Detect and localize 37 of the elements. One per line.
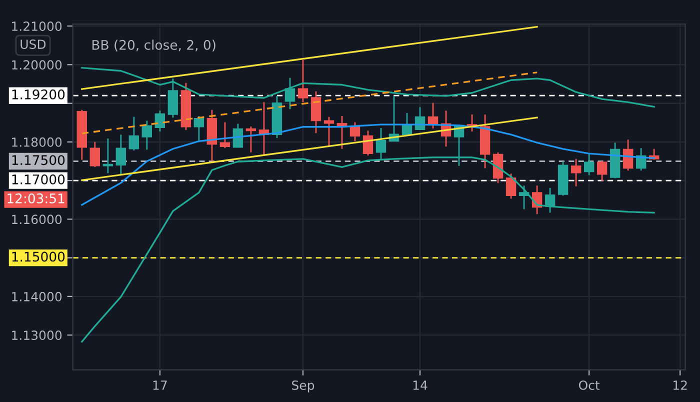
candlestick	[428, 102, 438, 130]
candlestick	[194, 115, 204, 142]
candlestick	[90, 141, 100, 168]
y-tick-label: 1.16000	[12, 214, 62, 224]
y-tick-label: 1.18000	[12, 137, 62, 147]
text: 12:03:51	[8, 193, 64, 204]
candlestick	[128, 116, 140, 152]
candlestick	[220, 122, 230, 149]
candlestick	[584, 154, 594, 176]
candlestick	[324, 116, 334, 146]
ref-line-label: 1.19200	[12, 89, 65, 100]
y-tick-label: 1.13000	[12, 330, 62, 340]
candlestick	[350, 122, 360, 142]
annotation: BB (20, close, 2, 0)	[92, 40, 216, 52]
candlestick	[298, 59, 308, 103]
candlestick	[506, 172, 516, 200]
y-tick-label: 1.20000	[12, 60, 62, 70]
candlestick	[570, 158, 582, 188]
candlestick	[232, 123, 244, 148]
candlestick	[116, 134, 126, 176]
x-tick-label: 14	[413, 380, 428, 390]
x-tick-label: 17	[153, 380, 167, 390]
candlestick	[310, 90, 322, 134]
candlestick	[246, 126, 256, 154]
ref-line-label: 1.17500	[12, 155, 65, 166]
x-tick-label: 12	[674, 380, 687, 390]
candlestick	[142, 120, 152, 150]
candlestick	[154, 110, 166, 132]
y-axis-title: USD	[20, 40, 46, 49]
ref-line-label: 1.17000	[12, 174, 65, 184]
y-tick-label: 1.21000	[12, 22, 62, 31]
candlestick	[596, 160, 608, 182]
y-tick-label: 1.14000	[12, 292, 62, 302]
x-tick-label: Oct	[578, 380, 600, 390]
x-tick-label: Sep	[292, 380, 314, 392]
ref-line-label: 1.15000	[12, 252, 65, 262]
candlestick	[102, 138, 114, 174]
